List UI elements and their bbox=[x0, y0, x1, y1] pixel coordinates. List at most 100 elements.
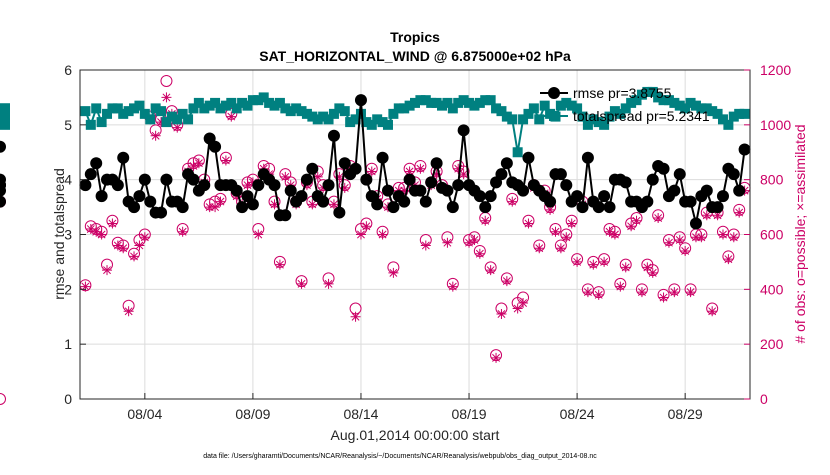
legend-spread-label: totalspread pr=5.2341 bbox=[573, 108, 710, 124]
obs-assimilated-point bbox=[91, 226, 102, 237]
data-file-footer: data file: /Users/gharamti/Documents/NCA… bbox=[203, 453, 597, 460]
rmse-point bbox=[700, 184, 713, 197]
spread-point bbox=[636, 89, 647, 100]
spread-point bbox=[161, 117, 172, 128]
x-tick-label: 08/14 bbox=[343, 406, 378, 422]
rmse-point bbox=[0, 179, 6, 192]
spread-point bbox=[280, 103, 291, 114]
obs-assimilated-point bbox=[118, 243, 129, 254]
rmse-point bbox=[90, 157, 103, 170]
rmse-point bbox=[668, 184, 681, 197]
rmse-point bbox=[711, 201, 724, 214]
spread-point bbox=[717, 114, 728, 125]
spread-point bbox=[210, 97, 221, 108]
obs-assimilated-point bbox=[107, 218, 118, 229]
obs-assimilated-point bbox=[453, 163, 464, 174]
obs-assimilated-point bbox=[680, 245, 691, 256]
spread-point bbox=[96, 117, 107, 128]
spread-point bbox=[663, 95, 674, 106]
obs-assimilated-point bbox=[420, 240, 431, 251]
spread-point bbox=[658, 95, 669, 106]
rmse-point bbox=[111, 179, 124, 192]
x-tick-label: 08/04 bbox=[127, 406, 162, 422]
rmse-point bbox=[279, 209, 292, 222]
rmse-point bbox=[317, 195, 330, 208]
obs-possible-point bbox=[160, 74, 173, 87]
y-right-tick-label: 200 bbox=[760, 336, 784, 352]
spread-point bbox=[183, 114, 194, 125]
rmse-point bbox=[236, 201, 249, 214]
rmse-point bbox=[646, 173, 659, 186]
obs-assimilated-point bbox=[253, 229, 264, 240]
rmse-point bbox=[128, 201, 141, 214]
rmse-point bbox=[133, 190, 146, 203]
obs-assimilated-point bbox=[696, 232, 707, 243]
spread-point bbox=[399, 103, 410, 114]
spread-point bbox=[507, 114, 518, 125]
spread-point bbox=[501, 111, 512, 122]
obs-assimilated-point bbox=[669, 287, 680, 298]
obs-assimilated-point bbox=[442, 237, 453, 248]
spread-point bbox=[593, 117, 604, 128]
rmse-point bbox=[187, 173, 200, 186]
obs-assimilated-point bbox=[355, 229, 366, 240]
spread-point bbox=[426, 97, 437, 108]
rmse-point bbox=[160, 173, 173, 186]
obs-assimilated-point bbox=[707, 306, 718, 317]
obs-assimilated-point bbox=[323, 278, 334, 289]
obs-assimilated-point bbox=[550, 226, 561, 237]
obs-assimilated-point bbox=[307, 199, 318, 210]
rmse-point bbox=[338, 157, 351, 170]
rmse-point bbox=[155, 206, 168, 219]
spread-point bbox=[123, 106, 134, 117]
y-axis-label-right: # of obs: o=possible; ×=assimilated bbox=[792, 124, 808, 343]
rmse-point bbox=[381, 184, 394, 197]
spread-point bbox=[599, 119, 610, 130]
spread-point bbox=[134, 100, 145, 111]
obs-assimilated-point bbox=[215, 196, 226, 207]
legend-rmse-marker bbox=[548, 87, 560, 99]
spread-point bbox=[707, 106, 718, 117]
spread-point bbox=[0, 114, 10, 125]
rmse-point bbox=[360, 173, 373, 186]
obs-assimilated-point bbox=[447, 281, 458, 292]
spread-point bbox=[734, 108, 745, 119]
spread-point bbox=[642, 86, 653, 97]
spread-point bbox=[420, 95, 431, 106]
spread-point bbox=[253, 95, 264, 106]
spread-point bbox=[372, 114, 383, 125]
legend-rmse-label: rmse pr=3.8755 bbox=[573, 85, 672, 101]
spread-point bbox=[442, 97, 453, 108]
spread-point bbox=[620, 103, 631, 114]
obs-assimilated-point bbox=[690, 232, 701, 243]
obs-assimilated-point bbox=[318, 182, 329, 193]
spread-point bbox=[139, 108, 150, 119]
obs-assimilated-point bbox=[404, 166, 415, 177]
spread-point bbox=[512, 147, 523, 158]
x-tick-label: 08/19 bbox=[452, 406, 487, 422]
spread-point bbox=[669, 97, 680, 108]
obs-assimilated-point bbox=[366, 166, 377, 177]
spread-point bbox=[582, 119, 593, 130]
spread-point bbox=[615, 108, 626, 119]
rmse-point bbox=[495, 168, 508, 181]
obs-assimilated-point bbox=[599, 256, 610, 267]
obs-assimilated-point bbox=[431, 169, 442, 180]
rmse-point bbox=[306, 162, 319, 175]
spread-point bbox=[334, 103, 345, 114]
spread-point bbox=[361, 117, 372, 128]
obs-assimilated-point bbox=[269, 199, 280, 210]
rmse-point bbox=[387, 201, 400, 214]
spread-point bbox=[712, 108, 723, 119]
spread-point bbox=[518, 114, 529, 125]
obs-assimilated-point bbox=[129, 251, 140, 262]
spread-point bbox=[350, 114, 361, 125]
rmse-point bbox=[619, 176, 632, 189]
y-right-tick-label: 400 bbox=[760, 281, 784, 297]
spread-point bbox=[437, 100, 448, 111]
obs-assimilated-point bbox=[474, 248, 485, 259]
obs-assimilated-point bbox=[501, 276, 512, 287]
spread-point bbox=[431, 97, 442, 108]
obs-assimilated-point bbox=[458, 169, 469, 180]
spread-point bbox=[188, 103, 199, 114]
